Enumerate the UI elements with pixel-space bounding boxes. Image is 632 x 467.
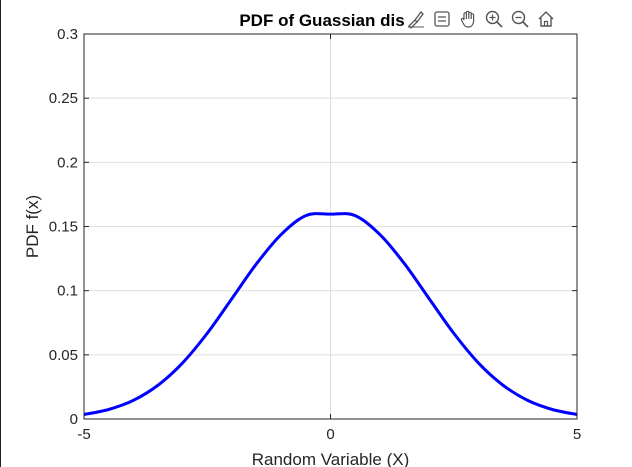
y-tick-label: 0.3 bbox=[57, 26, 78, 43]
y-tick-label: 0.2 bbox=[57, 154, 78, 171]
home-icon[interactable] bbox=[534, 7, 558, 31]
ticks-group: -5 0 500.050.10.150.20.250.3 bbox=[49, 26, 581, 443]
axes-toolbar bbox=[404, 6, 558, 32]
chart-title: PDF of Guassian distri bbox=[239, 11, 421, 30]
y-tick-label: 0.05 bbox=[49, 347, 78, 364]
y-tick-label: 0.25 bbox=[49, 90, 78, 107]
y-tick-label: 0.1 bbox=[57, 283, 78, 300]
x-tick-label: 0 bbox=[326, 426, 334, 443]
x-axis-label: Random Variable (X) bbox=[252, 450, 409, 467]
x-tick-label: -5 bbox=[77, 426, 90, 443]
x-tick-label: 5 bbox=[573, 426, 581, 443]
zoom-in-icon[interactable] bbox=[482, 7, 506, 31]
window-edge bbox=[0, 0, 1, 467]
y-tick-label: 0 bbox=[70, 411, 78, 428]
pan-icon[interactable] bbox=[456, 7, 480, 31]
brush-icon[interactable] bbox=[404, 7, 428, 31]
y-tick-label: 0.15 bbox=[49, 219, 78, 236]
zoom-out-icon[interactable] bbox=[508, 7, 532, 31]
data-tips-icon[interactable] bbox=[430, 7, 454, 31]
series-group bbox=[83, 212, 578, 416]
y-axis-label: PDF f(x) bbox=[23, 195, 42, 258]
series-line-0 bbox=[83, 212, 578, 416]
